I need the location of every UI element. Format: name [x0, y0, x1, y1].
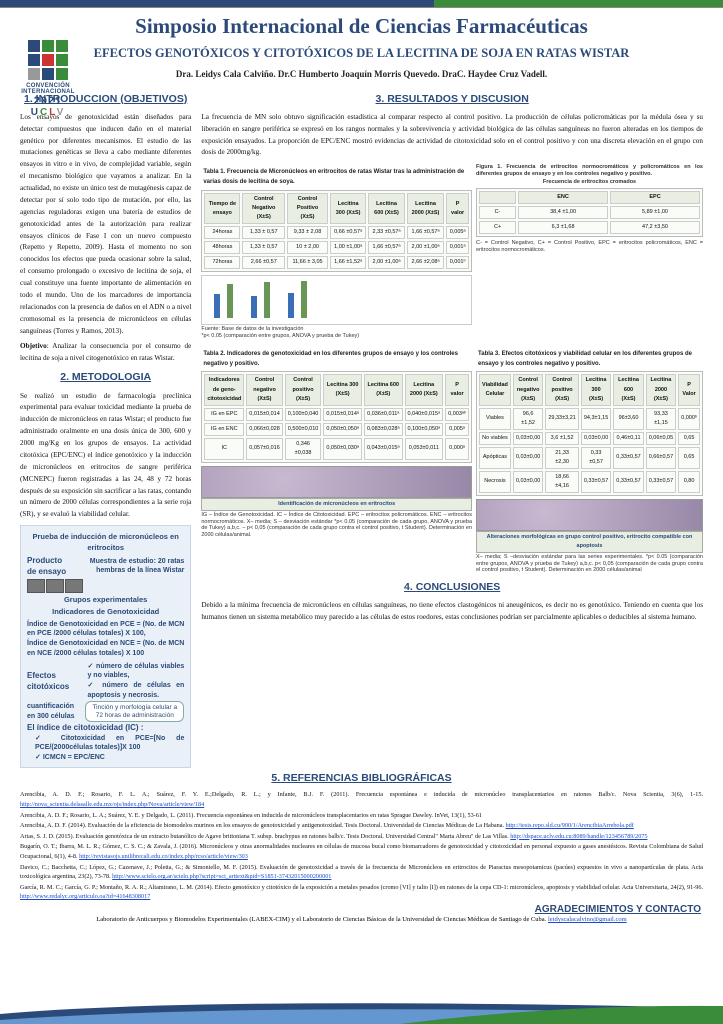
objective-label: Objetivo — [20, 342, 47, 350]
table-3: Tabla 3. Efectos citotóxicos y viabilida… — [476, 348, 703, 496]
content-columns: 1. INTRODUCCION (OBJETIVOS) Los ensayos … — [0, 83, 723, 769]
reference-item: Bugarín, O. T.; Ibarra, M. L. R.; Gómez,… — [20, 842, 703, 861]
fig1-note: C- = Control Negativo, C+ = Control Posi… — [476, 240, 703, 253]
mb-line1: Prueba de inducción de micronúcleos en e… — [27, 532, 184, 553]
reference-item: Arencibia, A. D. F.; Rosario, L. A.; Suá… — [20, 811, 703, 821]
logo-squares — [28, 40, 68, 80]
footnote-2: X– media; S –desviación estándar para la… — [476, 554, 703, 574]
reference-item: Arencibia, A. D. F.; Rosario, F. L. A.; … — [20, 790, 703, 809]
table-1-caption: Tabla 1. Frecuencia de Micronúcleos en e… — [201, 166, 472, 190]
chart-legend-title: Frecuencia de eritrocitos cromados — [476, 179, 703, 186]
refs-title: 5. REFERENCIAS BIBLIOGRÁFICAS — [20, 770, 703, 786]
micro-image-1 — [201, 466, 472, 498]
mb-efectos: Efectos citotóxicos — [27, 670, 73, 692]
header: Simposio Internacional de Ciencias Farma… — [0, 0, 723, 83]
list-item: Citotoxicidad en PCE=[No de PCE/(2000cél… — [35, 734, 184, 754]
footnote-1: IG – Índice de Genotoxicidad. IC – Índic… — [201, 512, 472, 538]
fig1-caption: Figura 1. Frecuencia de eritrocitos norm… — [476, 164, 703, 177]
reference-link[interactable]: http://www.redalyc.org/articulo.oa?id=41… — [20, 893, 150, 900]
reference-link[interactable]: http://revistasojs.unilibrecali.edu.co/i… — [79, 853, 248, 860]
conference-logo: CONVENCIÓN INTERNACIONAL 2021 UCLV — [18, 40, 78, 118]
reference-link[interactable]: http://nova_scientia.delasalle.edu.mx/oj… — [20, 801, 204, 808]
results-body: La frecuencia de MN solo obtuvo signific… — [201, 112, 703, 160]
mb-product: Producto de ensayo — [27, 555, 70, 577]
bottom-swoosh — [0, 994, 723, 1024]
ack-email-link[interactable]: leidyscalacalvino@gmail.com — [548, 916, 627, 923]
ack-text: Laboratorio de Anticuerpos y Biomodelos … — [0, 915, 723, 928]
list-item: número de células viables y no viables, — [87, 662, 184, 682]
logo-label: CONVENCIÓN INTERNACIONAL — [18, 83, 78, 95]
mb-groups: Grupos experimentales — [27, 595, 184, 606]
references: 5. REFERENCIAS BIBLIOGRÁFICAS Arencibia,… — [0, 768, 723, 902]
mb-count: cuantificación en 300 células — [27, 702, 79, 722]
list-item: número de células en apoptosis y necrosi… — [87, 681, 184, 701]
legend-table: ENCEPC C-38,4 ±1,005,89 ±1,00 C+6,3 ±1,6… — [476, 188, 703, 237]
micro-label-2: Alteraciones morfológicas en grupo contr… — [476, 531, 703, 553]
mb-indicators: Indicadores de Genotoxicidad — [27, 607, 184, 618]
reference-item: Arias, S. J. D. (2015). Evaluación genot… — [20, 832, 703, 842]
results-grid: Tabla 1. Frecuencia de Micronúcleos en e… — [201, 163, 703, 575]
mb-efectos-list: número de células viables y no viables,n… — [79, 662, 184, 701]
mb-idx2: Índice de Genotoxicidad en NCE = (No. de… — [27, 639, 184, 659]
reference-item: Davico, C.; Bacchetta, C.; López, G.; Ca… — [20, 863, 703, 882]
mb-ic-label: El índice de citotoxicidad (IC) : — [27, 722, 184, 733]
results-title: 3. RESULTADOS Y DISCUSION — [201, 91, 703, 108]
list-item: ICMCN = EPC/ENC — [35, 753, 184, 763]
table-1: Tabla 1. Frecuencia de Micronúcleos en e… — [201, 166, 472, 272]
micro-image-2 — [476, 499, 703, 531]
table-2: Tabla 2. Indicadores de genotoxicidad en… — [201, 348, 472, 463]
ack-body: Laboratorio de Anticuerpos y Biomodelos … — [96, 916, 548, 923]
authors: Dra. Leidys Cala Calviño. Dr.C Humberto … — [30, 69, 693, 79]
table-2-caption: Tabla 2. Indicadores de genotoxicidad en… — [201, 348, 472, 372]
micro-label-1: Identificación de micronúcleos en eritro… — [201, 498, 472, 511]
table-3-caption: Tabla 3. Efectos citotóxicos y viabilida… — [476, 348, 703, 372]
reference-item: García, R. M. C.; García, G. P.; Montaño… — [20, 883, 703, 902]
mb-sample: Muestra de estudio: 20 ratas hembras de … — [82, 557, 185, 577]
mb-idx1: Índice de Genotoxicidad en PCE = (No. de… — [27, 620, 184, 640]
methods-body: Se realizó un estudio de farmacología pr… — [20, 391, 191, 522]
poster-subtitle: EFECTOS GENOTÓXICOS Y CITOTÓXICOS DE LA … — [30, 45, 693, 63]
footnote-src: Fuente: Base de datos de la investigació… — [201, 326, 472, 339]
reference-link[interactable]: http://tesis.repo.sld.cu/900/1/Arencibia… — [506, 822, 634, 829]
methods-box: Prueba de inducción de micronúcleos en e… — [20, 525, 191, 768]
conclusions-title: 4. CONCLUSIONES — [201, 579, 703, 596]
left-column: 1. INTRODUCCION (OBJETIVOS) Los ensayos … — [20, 87, 191, 769]
logo-year: 2021 — [18, 95, 78, 107]
chart-fig1 — [201, 275, 472, 325]
reference-link[interactable]: http://www.scielo.org.ar/scielo.php?scri… — [112, 873, 331, 880]
logo-uclv: UCLV — [18, 107, 78, 118]
mb-ic-list: Citotoxicidad en PCE=[No de PCE/(2000cél… — [27, 734, 184, 763]
top-stripe — [0, 0, 723, 8]
reference-link[interactable]: http://dspace.uclv.edu.cu:8089/handle/12… — [510, 833, 647, 840]
ack-title: AGRADECIMIENTOS Y CONTACTO — [0, 904, 723, 915]
main-title: Simposio Internacional de Ciencias Farma… — [30, 14, 693, 39]
reference-item: Arencibia, A. D. F. (2014). Evaluación d… — [20, 821, 703, 831]
conclusions-body: Debido a la mínima frecuencia de micronú… — [201, 600, 703, 624]
right-column: 3. RESULTADOS Y DISCUSION La frecuencia … — [201, 87, 703, 769]
intro-body: Los ensayos de genotoxicidad están diseñ… — [20, 112, 191, 338]
product-images — [27, 579, 184, 593]
mb-callout: Tinción y morfología celular a 72 horas … — [85, 701, 184, 723]
methods-title: 2. METODOLOGIA — [20, 369, 191, 386]
intro-objective: Objetivo: Analizar la consecuencia por e… — [20, 341, 191, 365]
